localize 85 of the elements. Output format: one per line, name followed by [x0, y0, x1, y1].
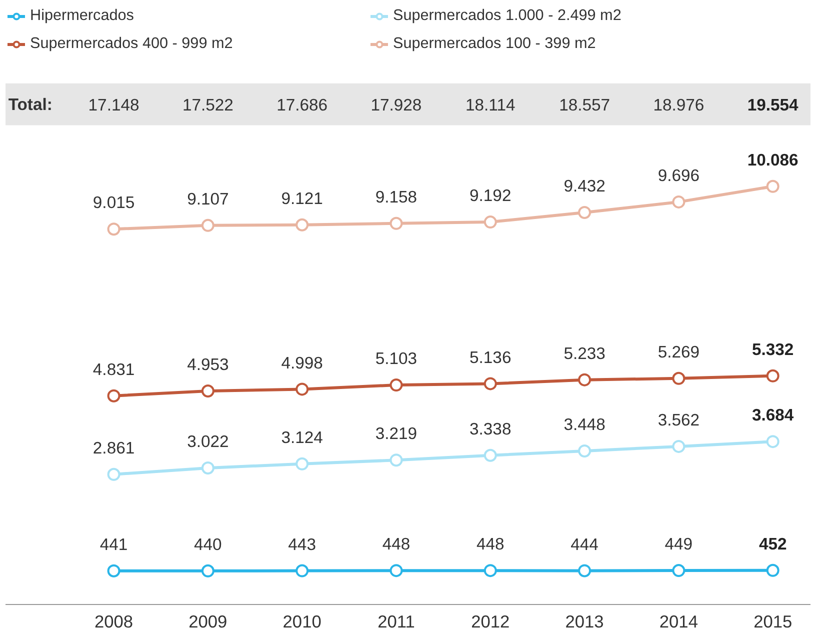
text: 17.148	[88, 95, 140, 114]
point	[578, 373, 592, 386]
data-label: 452	[758, 534, 787, 554]
data-label: 9.192	[470, 186, 512, 206]
point	[107, 564, 120, 578]
point	[766, 180, 780, 193]
data-label: 443	[288, 534, 316, 554]
data-label: 9.015	[92, 193, 135, 212]
data-label: 3.338	[470, 419, 512, 438]
legend-label: Supermercados 1.000 - 2.499 m2	[393, 7, 622, 25]
point	[296, 218, 309, 232]
data-label: 3.684	[752, 406, 794, 425]
data-label: 4.831	[92, 360, 135, 379]
legend-label: Supermercados 100 - 399 m2	[393, 35, 597, 53]
point	[484, 216, 497, 229]
point	[766, 435, 780, 448]
x-tick-label: 2010	[282, 612, 322, 632]
x-tick-label: 2009	[188, 612, 228, 632]
x-tick-label: 2011	[378, 612, 415, 632]
data-label: 2.861	[92, 438, 135, 458]
point	[390, 564, 403, 578]
text: 19.554	[747, 95, 798, 114]
point	[201, 461, 214, 474]
data-label: 444	[570, 534, 598, 554]
legend-label: Hipermercados	[30, 7, 135, 25]
data-label: 448	[476, 534, 504, 554]
data-label: 9.107	[187, 189, 229, 208]
point	[296, 564, 309, 578]
text: Total:	[8, 94, 52, 114]
text: 17.686	[276, 95, 328, 114]
text: 18.557	[559, 95, 610, 114]
text: 18.114	[466, 95, 516, 114]
point	[484, 377, 497, 390]
point	[107, 389, 120, 402]
point	[672, 195, 686, 208]
point	[201, 218, 214, 232]
point	[107, 468, 120, 481]
data-label: 10.086	[747, 150, 798, 170]
point	[390, 378, 403, 392]
point	[107, 222, 120, 236]
point	[578, 444, 592, 458]
data-label: 3.448	[564, 415, 606, 434]
point	[390, 216, 403, 230]
point	[484, 448, 497, 462]
x-tick-label: 2014	[659, 612, 698, 632]
data-label: 3.562	[658, 410, 700, 430]
data-label: 5.103	[375, 349, 418, 368]
data-label: 9.121	[281, 188, 323, 208]
point	[578, 564, 592, 578]
data-label: 449	[664, 534, 693, 554]
data-label: 3.124	[281, 428, 323, 447]
data-label: 4.998	[281, 353, 323, 372]
point	[766, 369, 780, 382]
data-label: 5.233	[564, 344, 606, 363]
point	[672, 440, 686, 453]
data-label: 3.022	[187, 432, 229, 452]
data-label: 9.432	[564, 176, 606, 196]
data-label: 9.696	[658, 166, 700, 185]
x-tick-label: 2013	[565, 612, 604, 632]
text: 18.976	[653, 95, 704, 114]
data-label: 5.332	[752, 340, 794, 359]
point	[766, 564, 780, 577]
x-tick-label: 2012	[471, 612, 510, 632]
data-label: 440	[194, 534, 222, 554]
point	[672, 564, 686, 578]
point	[201, 564, 214, 578]
point	[390, 454, 403, 467]
point	[672, 372, 686, 385]
legend-label: Supermercados 400 - 999 m2	[30, 35, 234, 53]
data-label: 4.953	[187, 355, 229, 374]
data-label: 5.269	[658, 342, 700, 362]
data-label: 5.136	[470, 348, 512, 367]
point	[296, 457, 309, 470]
data-label: 3.219	[375, 424, 418, 444]
text: 17.928	[370, 95, 422, 114]
point	[484, 564, 497, 578]
x-tick-label: 2008	[94, 612, 134, 632]
point	[296, 382, 309, 396]
point	[578, 206, 592, 219]
x-tick-label: 2015	[754, 612, 792, 632]
data-label: 9.158	[375, 187, 418, 206]
text: 17.522	[182, 95, 234, 114]
data-label: 448	[382, 534, 410, 554]
data-label: 441	[100, 534, 128, 554]
point	[201, 384, 214, 398]
